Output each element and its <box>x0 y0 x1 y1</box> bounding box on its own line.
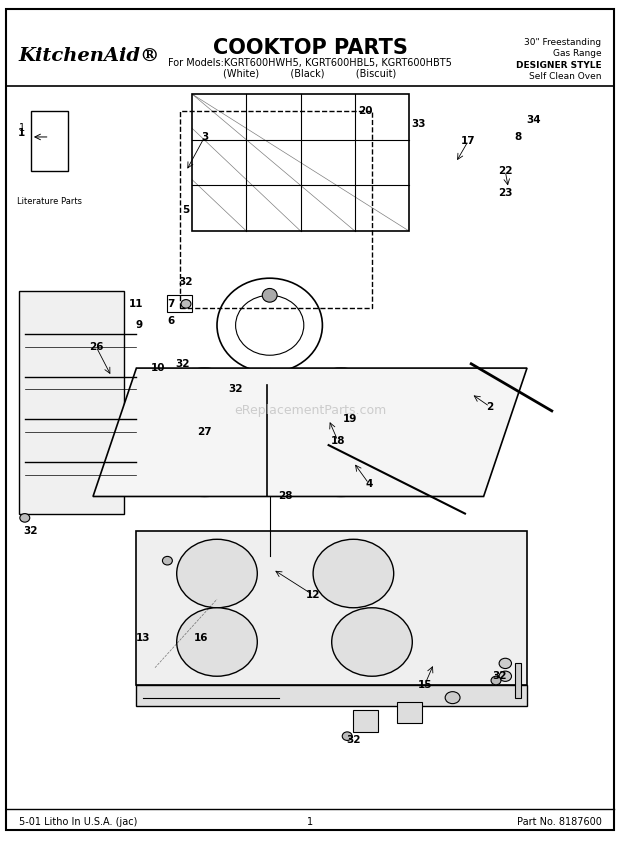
Text: 2: 2 <box>486 401 494 412</box>
Text: 16: 16 <box>194 633 209 643</box>
Bar <box>192 368 202 419</box>
Bar <box>167 295 192 312</box>
Text: Self Clean Oven: Self Clean Oven <box>529 72 601 80</box>
Ellipse shape <box>499 658 511 669</box>
Bar <box>180 111 372 308</box>
Text: 9: 9 <box>136 320 143 330</box>
Text: 5: 5 <box>182 205 190 215</box>
Ellipse shape <box>262 288 277 302</box>
Text: 33: 33 <box>411 119 426 129</box>
Bar <box>192 94 409 231</box>
Text: 30" Freestanding: 30" Freestanding <box>525 39 601 47</box>
Ellipse shape <box>499 671 511 681</box>
Ellipse shape <box>298 391 353 439</box>
Text: 8: 8 <box>514 132 521 142</box>
Text: 6: 6 <box>167 316 174 326</box>
Text: 5-01 Litho In U.S.A. (jac): 5-01 Litho In U.S.A. (jac) <box>19 817 137 827</box>
Text: 17: 17 <box>461 136 476 146</box>
Ellipse shape <box>313 539 394 608</box>
Text: 32: 32 <box>175 359 190 369</box>
Bar <box>31 111 68 171</box>
Text: For Models:KGRT600HWH5, KGRT600HBL5, KGRT600HBT5: For Models:KGRT600HWH5, KGRT600HBL5, KGR… <box>168 58 452 68</box>
Ellipse shape <box>301 368 381 437</box>
Text: 32: 32 <box>228 384 243 395</box>
Polygon shape <box>93 368 527 496</box>
Text: Gas Range: Gas Range <box>553 50 601 58</box>
Text: 32: 32 <box>179 277 193 288</box>
Text: 1: 1 <box>19 122 25 133</box>
Text: 22: 22 <box>498 166 513 176</box>
Ellipse shape <box>164 368 245 437</box>
Polygon shape <box>136 531 527 685</box>
Text: 7: 7 <box>167 299 174 309</box>
Text: 32: 32 <box>346 735 361 746</box>
Text: eReplacementParts.com: eReplacementParts.com <box>234 404 386 418</box>
Text: 20: 20 <box>358 106 373 116</box>
Text: 15: 15 <box>417 680 432 690</box>
Text: KitchenAid®: KitchenAid® <box>19 46 160 65</box>
Text: 32: 32 <box>492 671 507 681</box>
Bar <box>19 291 124 514</box>
Text: Literature Parts: Literature Parts <box>17 197 82 206</box>
Ellipse shape <box>162 556 172 565</box>
Ellipse shape <box>445 692 460 704</box>
Ellipse shape <box>181 300 191 308</box>
Text: 18: 18 <box>330 436 345 446</box>
Bar <box>515 663 521 698</box>
Text: 10: 10 <box>151 363 166 373</box>
Ellipse shape <box>177 539 257 608</box>
Text: 19: 19 <box>343 414 358 425</box>
Text: 26: 26 <box>89 342 104 352</box>
Text: 34: 34 <box>526 115 541 125</box>
Ellipse shape <box>164 428 245 496</box>
Text: 3: 3 <box>201 132 208 142</box>
Text: 27: 27 <box>197 427 212 437</box>
Text: 4: 4 <box>365 479 373 489</box>
Ellipse shape <box>178 377 188 385</box>
Text: 28: 28 <box>278 491 293 502</box>
Text: Part No. 8187600: Part No. 8187600 <box>516 817 601 827</box>
Bar <box>353 710 378 732</box>
Ellipse shape <box>301 428 381 496</box>
Text: 12: 12 <box>306 590 321 600</box>
Ellipse shape <box>20 514 30 522</box>
Text: 11: 11 <box>129 299 144 309</box>
Text: (White)          (Black)          (Biscuit): (White) (Black) (Biscuit) <box>223 68 397 79</box>
Text: 1: 1 <box>18 128 25 138</box>
Ellipse shape <box>342 732 352 740</box>
Ellipse shape <box>491 676 501 685</box>
Text: 23: 23 <box>498 187 513 198</box>
Text: 32: 32 <box>24 526 38 536</box>
Text: DESIGNER STYLE: DESIGNER STYLE <box>516 61 601 69</box>
Ellipse shape <box>177 608 257 676</box>
Text: 13: 13 <box>135 633 150 643</box>
Ellipse shape <box>332 608 412 676</box>
Bar <box>397 702 422 723</box>
Text: COOKTOP PARTS: COOKTOP PARTS <box>213 38 407 58</box>
Bar <box>136 685 527 706</box>
Text: 1: 1 <box>307 817 313 827</box>
